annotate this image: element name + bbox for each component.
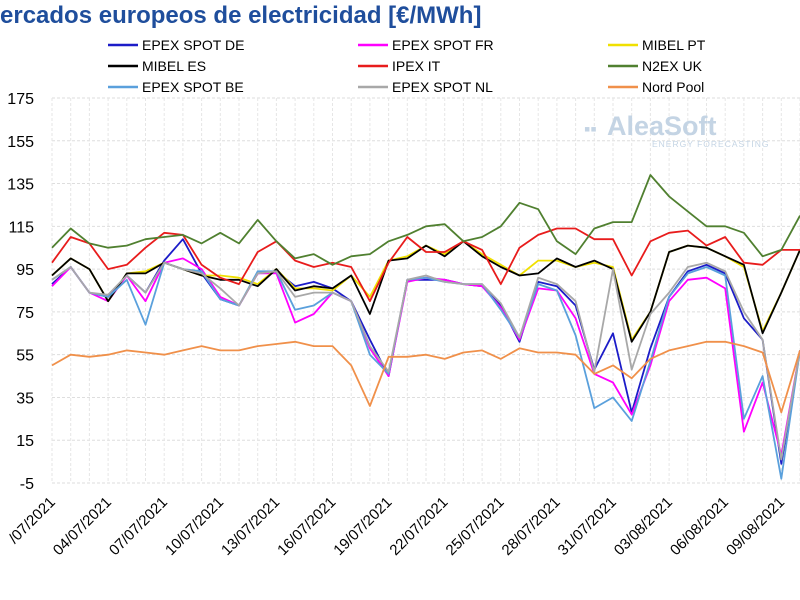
grid-lines (51, 97, 800, 484)
legend-label: EPEX SPOT DE (142, 37, 244, 53)
x-tick-label: 09/08/2021 (723, 494, 788, 559)
x-tick-label: 06/08/2021 (667, 494, 732, 559)
x-tick-label: 28/07/2021 (499, 494, 564, 559)
x-tick-label: 03/08/2021 (611, 494, 676, 559)
series-line-ipex-it (51, 227, 800, 303)
y-axis: -5 15 35 55 75 95 115 135 155 175 (7, 91, 34, 493)
legend-label: EPEX SPOT NL (392, 79, 493, 95)
series-lines (51, 174, 800, 480)
series-line-nord-pool (51, 340, 800, 414)
watermark: ▪▪ AleaSoft ENERGY FORECASTING (584, 111, 770, 149)
y-tick-label: 35 (16, 390, 34, 407)
series-line-epex-spot-nl (51, 261, 800, 461)
x-axis: /07/202104/07/202107/07/202110/07/202113… (6, 494, 789, 559)
x-tick-label: 22/07/2021 (386, 494, 451, 559)
y-tick-label: 175 (7, 91, 34, 108)
watermark-logo-icon: ▪▪ (584, 119, 597, 139)
x-tick-label: 19/07/2021 (330, 494, 395, 559)
x-tick-label: /07/2021 (6, 494, 59, 547)
chart-title: ercados europeos de electricidad [€/MWh] (0, 2, 482, 29)
y-tick-label: 55 (16, 348, 34, 365)
series-line-n2ex-uk (51, 174, 800, 266)
y-tick-label: 15 (16, 433, 34, 450)
legend-label: MIBEL ES (142, 58, 206, 74)
x-tick-label: 16/07/2021 (274, 494, 339, 559)
watermark-tagline: ENERGY FORECASTING (652, 139, 770, 149)
y-tick-label: 95 (16, 262, 34, 279)
x-tick-label: 04/07/2021 (50, 494, 115, 559)
y-tick-label: 75 (16, 305, 34, 322)
x-tick-label: 25/07/2021 (443, 494, 508, 559)
legend-label: MIBEL PT (642, 37, 706, 53)
x-tick-label: 10/07/2021 (162, 494, 227, 559)
x-tick-label: 31/07/2021 (555, 494, 620, 559)
y-tick-label: -5 (20, 476, 34, 493)
y-tick-label: 155 (7, 134, 34, 151)
legend-label: IPEX IT (392, 58, 441, 74)
x-tick-label: 07/07/2021 (106, 494, 171, 559)
legend-label: N2EX UK (642, 58, 703, 74)
y-tick-label: 135 (7, 177, 34, 194)
y-tick-label: 115 (8, 219, 34, 236)
legend-label: EPEX SPOT BE (142, 79, 244, 95)
series-line-mibel-es (51, 240, 800, 343)
legend-label: EPEX SPOT FR (392, 37, 494, 53)
watermark-brand: AleaSoft (607, 111, 717, 141)
legend-label: Nord Pool (642, 79, 704, 95)
legend: EPEX SPOT DE EPEX SPOT FR MIBEL PT MIBEL ES… (108, 37, 706, 95)
x-tick-label: 13/07/2021 (218, 494, 283, 559)
